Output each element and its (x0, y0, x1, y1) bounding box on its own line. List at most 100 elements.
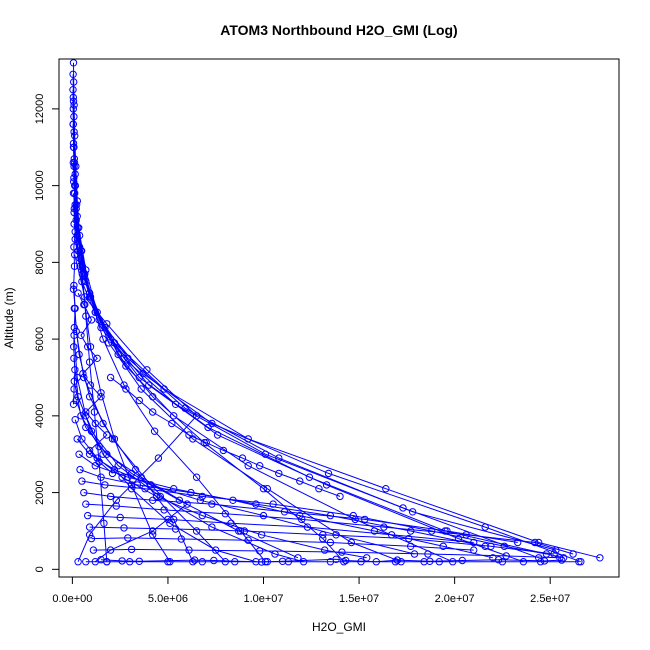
data-point (73, 435, 81, 443)
data-point (127, 545, 136, 554)
data-point (280, 508, 289, 516)
data-point (275, 469, 283, 478)
series-8-line (73, 193, 581, 563)
data-point (531, 538, 539, 547)
data-point (458, 556, 466, 565)
data-point (399, 504, 407, 512)
series-19-line (74, 419, 367, 559)
data-point (74, 289, 82, 297)
data-point (168, 419, 176, 428)
data-point (69, 285, 78, 293)
data-point (361, 515, 369, 524)
data-point (106, 373, 115, 382)
data-point (143, 366, 151, 374)
data-point (198, 492, 207, 501)
data-point (124, 473, 132, 481)
data-point (69, 93, 78, 102)
series-25-line (85, 503, 574, 555)
data-point (256, 462, 264, 470)
data-point (347, 538, 356, 547)
data-point (150, 427, 159, 435)
data-point (97, 393, 105, 401)
series-11-line (74, 239, 564, 559)
data-point (192, 527, 201, 535)
data-point (185, 546, 193, 554)
data-point (78, 435, 86, 443)
data-point (257, 558, 266, 566)
data-point (69, 70, 77, 79)
series-29-line (93, 548, 560, 559)
data-point (77, 331, 85, 339)
data-point (71, 416, 79, 424)
data-point (112, 502, 121, 510)
data-point (252, 500, 260, 508)
y-tick-label: 10000 (34, 170, 46, 201)
data-point (221, 510, 230, 518)
data-point (122, 362, 130, 370)
data-point (97, 556, 105, 564)
data-point (164, 558, 172, 566)
data-point (106, 492, 115, 501)
data-point (202, 439, 210, 447)
data-point (95, 442, 103, 451)
data-point (108, 469, 117, 478)
data-point (298, 515, 306, 524)
series-32-line (72, 97, 76, 405)
data-point (139, 369, 147, 378)
data-point (256, 547, 264, 555)
data-point (85, 531, 94, 539)
data-point (407, 542, 415, 550)
data-point (108, 435, 117, 443)
data-point (69, 400, 78, 408)
data-point (84, 511, 92, 520)
data-point (244, 536, 252, 544)
data-point (502, 552, 510, 560)
data-point (319, 531, 327, 539)
data-point (95, 458, 103, 466)
data-point (71, 189, 79, 198)
data-point (154, 454, 163, 462)
data-point (200, 439, 209, 447)
data-point (321, 546, 329, 554)
x-tick-label: 0.0e+00 (52, 593, 92, 605)
series-18-line (75, 400, 188, 563)
data-point (71, 304, 79, 313)
data-point (192, 473, 201, 481)
y-tick-label: 12000 (34, 94, 46, 125)
data-point (407, 527, 415, 535)
data-point (372, 558, 380, 566)
data-point (514, 538, 522, 547)
data-point (70, 112, 78, 121)
data-point (426, 557, 434, 565)
data-point (69, 158, 78, 167)
data-point (263, 485, 271, 493)
data-point (89, 546, 98, 554)
data-point (494, 556, 503, 564)
data-point (76, 465, 84, 474)
data-point (175, 496, 184, 504)
data-point (149, 496, 157, 504)
data-point (85, 393, 94, 401)
data-point (244, 462, 252, 470)
x-tick-label: 2.0e+07 (435, 593, 475, 605)
data-point (141, 485, 149, 493)
data-point (85, 358, 94, 366)
data-point (487, 542, 495, 550)
data-point (208, 419, 216, 428)
data-point (85, 446, 94, 455)
data-point (127, 485, 136, 493)
data-point (171, 525, 180, 533)
data-point (336, 492, 344, 501)
data-point (87, 316, 96, 324)
data-point (183, 500, 191, 508)
data-point (500, 542, 508, 550)
data-point (191, 556, 199, 564)
data-point (70, 385, 78, 393)
data-point (137, 385, 145, 393)
data-point (99, 419, 107, 428)
x-axis: 0.0e+00 5.0e+06 1.0e+07 1.5e+07 2.0e+07 2.5e+… (52, 576, 570, 605)
data-point (424, 550, 432, 558)
series-24-line (83, 492, 518, 543)
data-point (259, 511, 268, 520)
